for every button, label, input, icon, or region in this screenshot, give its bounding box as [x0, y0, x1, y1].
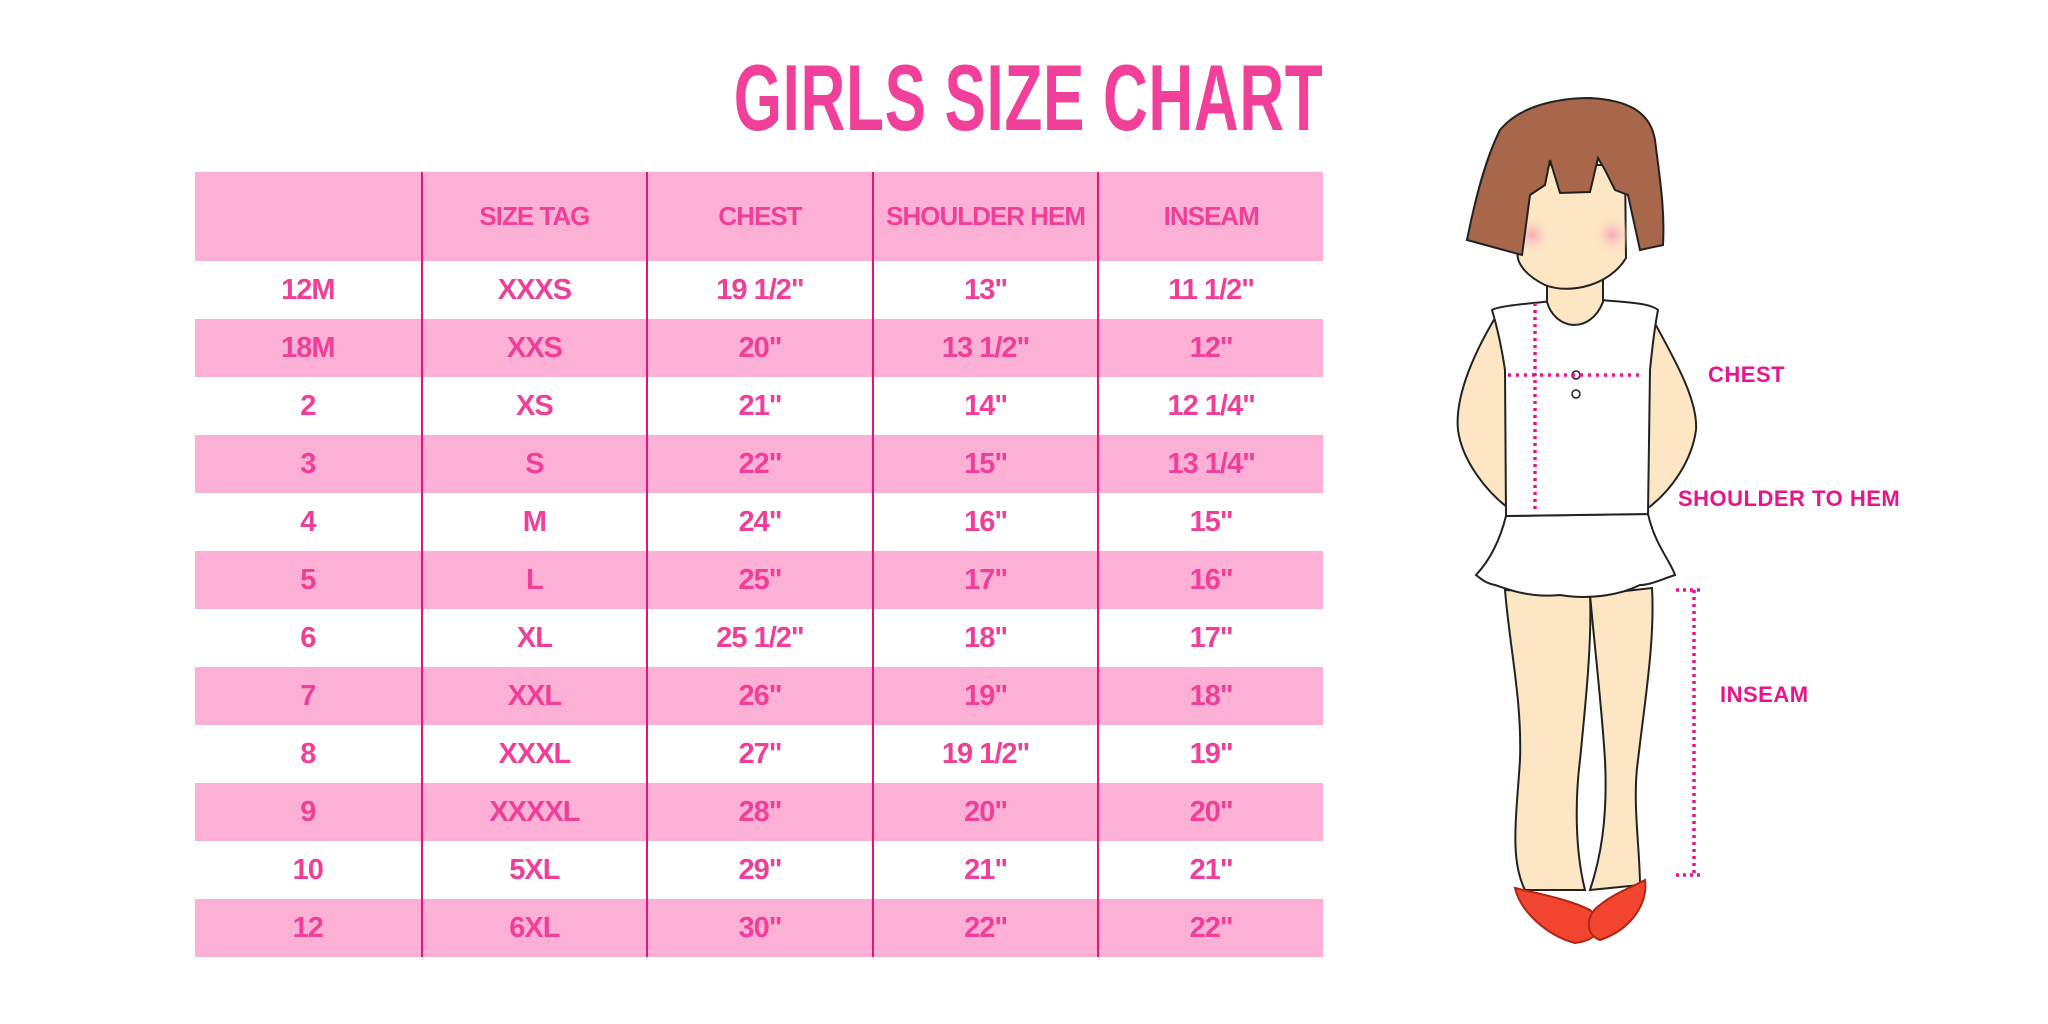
table-cell: 15" [1097, 493, 1323, 551]
table-cell: 22" [1097, 899, 1323, 957]
hair [1465, 96, 1665, 257]
table-cell: 14" [871, 377, 1098, 435]
right-arm [1643, 315, 1698, 510]
table-cell: 30" [646, 899, 872, 957]
table-row: 12M XXXS 19 1/2" 13" 11 1/2" [195, 261, 1323, 319]
table-cell: 4 [300, 505, 316, 538]
table-cell: 7 [300, 679, 316, 712]
table-cell: 12" [1097, 319, 1323, 377]
table-cell: XL [420, 609, 647, 667]
table-row: 5 L 25" 17" 16" [195, 551, 1323, 609]
shirt [1490, 299, 1660, 518]
table-cell: 2 [300, 389, 316, 422]
table-cell: 9 [300, 795, 316, 828]
table-row: 10 5XL 29" 21" 21" [195, 841, 1323, 899]
table-cell: 29" [646, 841, 872, 899]
table-cell: 6XL [420, 899, 647, 957]
page-title: GIRLS SIZE CHART [733, 45, 1323, 150]
table-cell: 5XL [420, 841, 647, 899]
table-header-row: SIZE TAG CHEST SHOULDER HEM INSEAM [195, 172, 1323, 261]
skirt [1474, 512, 1677, 598]
table-cell: 12M [281, 273, 335, 306]
table-cell: 5 [300, 563, 316, 596]
table-cell: 21" [1097, 841, 1323, 899]
table-cell: 22" [871, 899, 1098, 957]
column-header: CHEST [646, 172, 872, 261]
table-cell: 26" [646, 667, 872, 725]
table-cell: 13 1/4" [1097, 435, 1323, 493]
table-cell: 3 [300, 447, 316, 480]
table-row: 2 XS 21" 14" 12 1/4" [195, 377, 1323, 435]
table-cell: 20" [646, 319, 872, 377]
column-header: SHOULDER HEM [871, 172, 1098, 261]
right-leg [1588, 586, 1654, 892]
table-row: 4 M 24" 16" 15" [195, 493, 1323, 551]
table-cell: XXXL [420, 725, 647, 783]
table-cell: 22" [646, 435, 872, 493]
table-cell: 18" [1097, 667, 1323, 725]
table-cell: S [420, 435, 647, 493]
table-cell: 16" [871, 493, 1098, 551]
size-chart-table: SIZE TAG CHEST SHOULDER HEM INSEAM 12M XXXS 19… [195, 172, 1323, 957]
table-row: 7 XXL 26" 19" 18" [195, 667, 1323, 725]
table-cell: 21" [871, 841, 1098, 899]
table-row: 18M XXS 20" 13 1/2" 12" [195, 319, 1323, 377]
table-cell: 21" [646, 377, 872, 435]
table-cell: 12 [292, 911, 324, 944]
table-cell: 11 1/2" [1097, 261, 1323, 319]
table-row: 6 XL 25 1/2" 18" 17" [195, 609, 1323, 667]
column-header: INSEAM [1097, 172, 1323, 261]
table-cell: 17" [871, 551, 1098, 609]
left-shoe [1513, 886, 1600, 945]
right-shoe [1587, 878, 1647, 942]
table-cell: 10 [292, 853, 324, 886]
table-row: 12 6XL 30" 22" 22" [195, 899, 1323, 957]
table-row: 9 XXXXL 28" 20" 20" [195, 783, 1323, 841]
table-cell: 17" [1097, 609, 1323, 667]
table-row: 3 S 22" 15" 13 1/4" [195, 435, 1323, 493]
table-cell: 28" [646, 783, 872, 841]
chest-label: CHEST [1708, 362, 1786, 387]
table-cell: XS [420, 377, 647, 435]
table-cell: 19 1/2" [646, 261, 872, 319]
table-cell: 13 1/2" [871, 319, 1098, 377]
table-cell: L [420, 551, 647, 609]
table-cell: 19" [871, 667, 1098, 725]
table-cell: 24" [646, 493, 872, 551]
table-cell: 12 1/4" [1097, 377, 1323, 435]
table-cell: M [420, 493, 647, 551]
table-cell: 8 [300, 737, 316, 770]
table-cell: XXXS [420, 261, 647, 319]
shoulder-to-hem-label: SHOULDER TO HEM [1678, 486, 1901, 511]
table-cell: 20" [871, 783, 1098, 841]
table-cell: 18M [281, 331, 335, 364]
table-cell: XXXXL [420, 783, 647, 841]
table-cell: 18" [871, 609, 1098, 667]
left-leg [1503, 588, 1592, 891]
table-cell: 6 [300, 621, 316, 654]
table-cell: 27" [646, 725, 872, 783]
table-cell: 19 1/2" [871, 725, 1098, 783]
table-cell: XXS [420, 319, 647, 377]
table-cell: 19" [1097, 725, 1323, 783]
inseam-label: INSEAM [1720, 682, 1809, 707]
face [1516, 164, 1628, 290]
left-arm [1456, 316, 1512, 511]
column-header: SIZE TAG [420, 172, 647, 261]
table-cell: 13" [871, 261, 1098, 319]
table-cell: 25" [646, 551, 872, 609]
table-cell: 15" [871, 435, 1098, 493]
table-row: 8 XXXL 27" 19 1/2" 19" [195, 725, 1323, 783]
table-cell: 25 1/2" [646, 609, 872, 667]
table-cell: 16" [1097, 551, 1323, 609]
table-cell: XXL [420, 667, 647, 725]
table-cell: 20" [1097, 783, 1323, 841]
